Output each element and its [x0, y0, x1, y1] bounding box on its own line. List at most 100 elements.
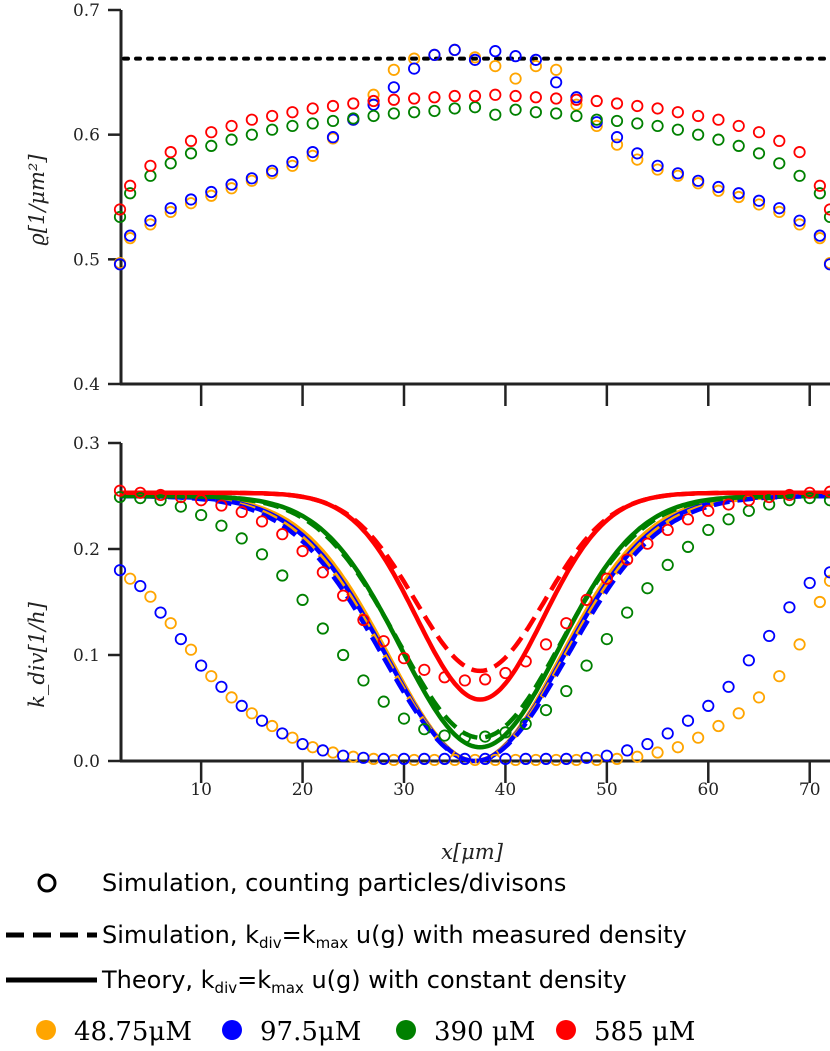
density-point-series-1 — [306, 146, 319, 159]
density-point-series-2 — [651, 119, 664, 133]
legend-swatch-48-75 — [36, 1020, 56, 1040]
density-point-series-0 — [651, 163, 664, 176]
density-point-series-2 — [144, 169, 157, 182]
density-point-series-0 — [225, 182, 238, 195]
rate-point-series-2 — [458, 731, 471, 744]
density-point-series-1 — [651, 159, 664, 172]
density-point-series-3 — [286, 106, 299, 119]
rate-point-series-1 — [113, 564, 127, 577]
legend-simulation-counting-label: Simulation, counting particles/divisons — [102, 869, 566, 897]
rate-point-series-1 — [803, 576, 816, 590]
rate-point-series-0 — [813, 595, 826, 609]
density-point-series-3 — [468, 89, 482, 103]
density-point-series-3 — [570, 93, 583, 106]
rate-point-series-1 — [641, 737, 654, 751]
density-point-series-1 — [529, 53, 542, 66]
rate-point-series-2 — [539, 704, 553, 717]
rate-point-series-2 — [681, 540, 695, 553]
rate-point-series-1 — [479, 752, 492, 765]
rate-point-series-2 — [235, 532, 248, 545]
rate-point-series-2 — [722, 513, 735, 526]
division-rate-panel: 0.0 0.1 0.2 0.3 10 20 30 40 50 60 70 — [73, 434, 830, 800]
density-point-series-2 — [448, 102, 461, 115]
rate-point-series-3 — [742, 494, 755, 507]
density-point-series-1 — [752, 194, 766, 207]
density-point-series-0 — [509, 72, 522, 85]
rate-point-series-3 — [316, 566, 329, 579]
density-point-series-0 — [793, 218, 806, 231]
rate-point-series-3 — [215, 499, 228, 512]
legend-label-390: 390 μM — [434, 1017, 535, 1047]
rate-point-series-1 — [296, 737, 309, 751]
rate-point-series-2 — [641, 582, 654, 595]
rate-point-series-2 — [742, 504, 755, 517]
density-point-series-2 — [671, 123, 684, 136]
rate-point-series-3 — [580, 593, 593, 606]
density-point-series-1 — [773, 202, 786, 215]
rate-point-series-2 — [499, 726, 512, 739]
density-point-series-2 — [408, 106, 421, 119]
density-point-series-3 — [266, 109, 279, 123]
density-point-series-3 — [712, 113, 725, 126]
legend-theory-constant-label: Theory, kdiv=kmax u(g) with constant den… — [101, 966, 627, 997]
rate-y-tick-label: 0.3 — [73, 434, 100, 454]
density-point-series-2 — [245, 128, 258, 141]
rate-point-series-3 — [519, 655, 532, 668]
rate-point-series-3 — [235, 505, 248, 518]
rate-point-series-1 — [600, 749, 613, 762]
density-point-series-1 — [408, 62, 421, 75]
density-point-series-2 — [387, 107, 400, 120]
rate-point-series-1 — [337, 749, 350, 762]
rate-point-series-2 — [661, 558, 674, 572]
rate-point-series-3 — [418, 663, 431, 676]
rate-point-series-2 — [519, 717, 532, 731]
rate-point-series-1 — [722, 680, 735, 693]
theory-curve-series-0 — [120, 493, 830, 764]
rate-point-series-0 — [610, 752, 624, 765]
rate-point-series-3 — [357, 613, 370, 627]
density-point-series-2 — [692, 128, 705, 141]
density-point-series-3 — [326, 99, 340, 113]
density-point-series-0 — [773, 205, 786, 219]
rate-point-series-1 — [397, 752, 411, 765]
rate-point-series-0 — [266, 719, 279, 733]
rate-point-series-1 — [763, 629, 776, 643]
density-point-series-1 — [225, 178, 238, 191]
rate-point-series-3 — [702, 504, 715, 517]
rate-point-series-0 — [732, 707, 745, 720]
rate-point-series-1 — [377, 752, 390, 765]
density-point-series-3 — [813, 179, 826, 192]
rate-point-series-3 — [783, 488, 796, 502]
rate-point-series-0 — [306, 741, 319, 754]
rate-point-series-0 — [651, 746, 664, 759]
density-point-series-2 — [266, 123, 279, 136]
rate-point-series-3 — [499, 666, 512, 680]
density-point-series-3 — [651, 102, 664, 115]
rate-point-series-1 — [418, 752, 431, 765]
density-point-series-1 — [205, 185, 218, 199]
density-point-series-1 — [813, 229, 826, 242]
density-point-series-3 — [245, 113, 258, 126]
density-point-series-3 — [610, 97, 624, 110]
rate-point-series-0 — [793, 638, 806, 651]
rate-point-series-0 — [773, 670, 786, 683]
rate-x-tick-label: 60 — [697, 780, 719, 800]
density-point-series-0 — [144, 218, 157, 231]
legend-swatch-97-5 — [222, 1020, 242, 1040]
rate-point-series-2 — [195, 508, 208, 522]
density-point-series-1 — [245, 172, 258, 185]
density-point-series-1 — [113, 258, 127, 271]
rate-point-series-2 — [803, 492, 816, 505]
density-y-tick-label: 0.6 — [73, 126, 100, 146]
rate-point-series-1 — [134, 579, 147, 593]
density-point-series-3 — [671, 106, 684, 119]
density-point-series-3 — [529, 91, 542, 104]
density-point-series-0 — [631, 153, 644, 166]
density-point-series-3 — [590, 94, 603, 108]
density-point-series-2 — [306, 117, 319, 130]
density-point-series-3 — [347, 97, 360, 110]
rate-point-series-3 — [337, 589, 350, 602]
density-point-series-3 — [387, 93, 400, 106]
rate-point-series-1 — [560, 752, 573, 765]
